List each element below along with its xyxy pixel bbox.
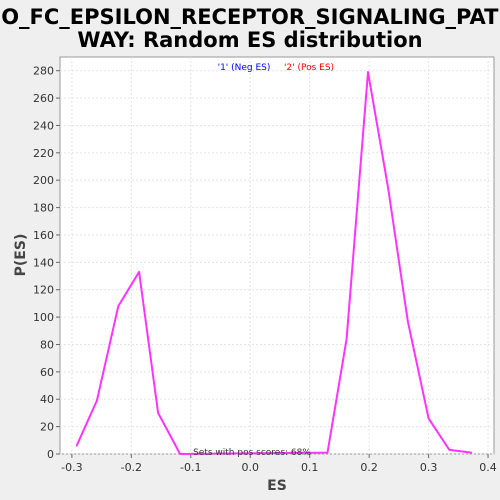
series-layer bbox=[75, 71, 473, 455]
axis-ticks: -0.3 -0.2 -0.1 0.0 0.1 0.2 0.3 0.4 0 20 40 60 80 100 1… bbox=[33, 65, 497, 474]
y-tick-label: 180 bbox=[33, 202, 54, 215]
es-distribution-point bbox=[117, 305, 120, 307]
x-tick-label: 0.3 bbox=[420, 461, 438, 474]
y-tick-label: 0 bbox=[47, 448, 54, 461]
es-distribution-point bbox=[387, 187, 389, 190]
x-axis-label: ES bbox=[267, 478, 287, 494]
y-axis-label: P(ES) bbox=[13, 234, 29, 277]
x-tick-label: -0.1 bbox=[180, 461, 201, 474]
y-tick-label: 20 bbox=[40, 421, 54, 434]
y-tick-label: 200 bbox=[33, 174, 54, 187]
x-tick-label: -0.3 bbox=[61, 461, 82, 474]
es-distribution-point bbox=[75, 444, 78, 447]
es-distribution-point bbox=[96, 399, 98, 402]
y-tick-label: 60 bbox=[40, 366, 54, 379]
es-distribution-point bbox=[427, 417, 430, 420]
grid-lines bbox=[60, 57, 494, 455]
es-distribution-point bbox=[326, 451, 329, 454]
y-tick-label: 140 bbox=[33, 256, 54, 269]
y-tick-label: 80 bbox=[40, 338, 54, 351]
chart-title-line2: WAY: Random ES distribution bbox=[77, 28, 422, 52]
es-distribution-point bbox=[157, 412, 159, 414]
x-tick-label: 0.1 bbox=[301, 461, 319, 474]
x-tick-label: 0.4 bbox=[479, 461, 497, 474]
es-distribution-point bbox=[406, 320, 409, 323]
y-tick-label: 220 bbox=[33, 147, 54, 160]
y-tick-label: 260 bbox=[33, 92, 54, 105]
es-distribution-point bbox=[179, 453, 181, 455]
y-tick-label: 120 bbox=[33, 284, 54, 297]
chart-title-line1: GO_FC_EPSILON_RECEPTOR_SIGNALING_PATH bbox=[0, 5, 500, 29]
es-distribution-point bbox=[470, 451, 473, 454]
x-tick-label: 0.2 bbox=[360, 461, 378, 474]
y-tick-label: 160 bbox=[33, 229, 54, 242]
legend-entry-neg: '1' (Neg ES) bbox=[218, 63, 271, 73]
legend-entry-pos: '2' (Pos ES) bbox=[284, 63, 334, 73]
x-tick-label: 0.0 bbox=[241, 461, 259, 474]
x-tick-label: -0.2 bbox=[121, 461, 142, 474]
y-tick-label: 280 bbox=[33, 65, 54, 78]
y-tick-label: 100 bbox=[33, 311, 54, 324]
legend: '1' (Neg ES) '2' (Pos ES) bbox=[218, 63, 334, 73]
es-distribution-point bbox=[138, 271, 140, 273]
y-tick-label: 240 bbox=[33, 119, 54, 132]
es-distribution-point bbox=[367, 71, 369, 73]
es-distribution-line bbox=[75, 71, 472, 455]
y-tick-label: 40 bbox=[40, 393, 54, 406]
es-distribution-point bbox=[345, 338, 348, 340]
pos-scores-annotation: Sets with pos scores: 68% bbox=[193, 448, 311, 458]
es-distribution-point bbox=[448, 449, 451, 451]
